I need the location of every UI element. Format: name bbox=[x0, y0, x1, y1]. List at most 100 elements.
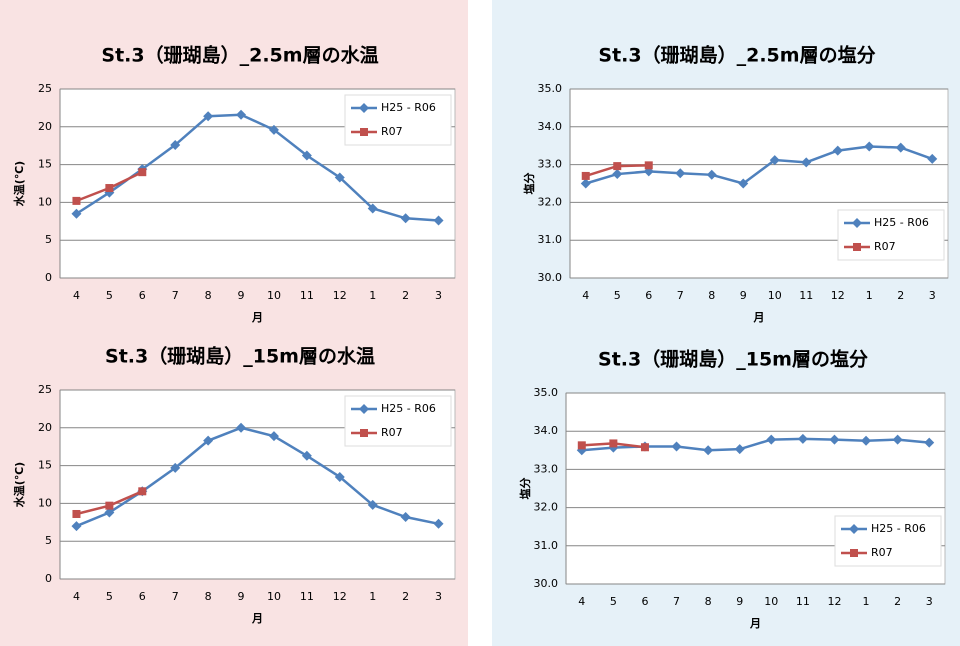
x-tick-label: 10 bbox=[267, 289, 281, 302]
x-tick-label: 1 bbox=[369, 289, 376, 302]
marker bbox=[829, 434, 840, 445]
marker bbox=[580, 178, 591, 189]
x-tick-label: 6 bbox=[139, 289, 146, 302]
x-tick-label: 4 bbox=[582, 289, 589, 302]
legend-marker bbox=[853, 243, 861, 251]
y-tick-label: 35.0 bbox=[534, 386, 559, 399]
x-tick-label: 10 bbox=[764, 595, 778, 608]
y-tick-label: 33.0 bbox=[534, 462, 559, 475]
x-tick-label: 5 bbox=[610, 595, 617, 608]
y-tick-label: 5 bbox=[45, 534, 52, 547]
marker bbox=[170, 139, 181, 150]
marker bbox=[769, 155, 780, 166]
marker bbox=[170, 462, 181, 473]
x-tick-label: 3 bbox=[926, 595, 933, 608]
y-tick-label: 5 bbox=[45, 233, 52, 246]
x-tick-label: 11 bbox=[796, 595, 810, 608]
marker bbox=[400, 512, 411, 523]
y-tick-label: 10 bbox=[38, 195, 52, 208]
y-tick-label: 34.0 bbox=[538, 120, 563, 133]
legend bbox=[344, 94, 452, 146]
x-tick-label: 9 bbox=[740, 289, 747, 302]
y-tick-label: 31.0 bbox=[538, 233, 563, 246]
x-tick-label: 2 bbox=[894, 595, 901, 608]
legend bbox=[344, 395, 452, 447]
legend bbox=[837, 209, 945, 261]
marker bbox=[433, 215, 444, 226]
x-tick-label: 11 bbox=[799, 289, 813, 302]
marker bbox=[400, 213, 411, 224]
x-tick-label: 5 bbox=[106, 289, 113, 302]
y-tick-label: 25 bbox=[38, 82, 52, 95]
y-tick-label: 10 bbox=[38, 496, 52, 509]
x-tick-label: 4 bbox=[578, 595, 585, 608]
marker bbox=[301, 450, 312, 461]
chart-title: St.3（珊瑚島）_15m層の塩分 bbox=[598, 348, 868, 371]
y-tick-label: 0 bbox=[45, 572, 52, 585]
marker bbox=[797, 433, 808, 444]
marker bbox=[924, 437, 935, 448]
legend-marker bbox=[359, 103, 369, 113]
marker bbox=[367, 203, 378, 214]
y-axis-label: 塩分 bbox=[518, 478, 532, 500]
x-tick-label: 12 bbox=[333, 289, 347, 302]
legend-marker bbox=[360, 128, 368, 136]
marker bbox=[738, 178, 749, 189]
marker bbox=[236, 109, 247, 120]
marker bbox=[861, 435, 872, 446]
marker bbox=[71, 208, 82, 219]
x-tick-label: 4 bbox=[73, 590, 80, 603]
y-axis-label: 水温(℃) bbox=[12, 161, 26, 206]
x-tick-label: 1 bbox=[863, 595, 870, 608]
marker bbox=[706, 169, 717, 180]
marker bbox=[892, 434, 903, 445]
x-axis-label: 月 bbox=[251, 612, 263, 625]
legend-label: H25 - R06 bbox=[871, 522, 926, 535]
marker bbox=[268, 431, 279, 442]
marker bbox=[671, 441, 682, 452]
y-tick-label: 31.0 bbox=[534, 539, 559, 552]
legend-marker bbox=[359, 404, 369, 414]
series-line bbox=[585, 145, 933, 185]
x-tick-label: 8 bbox=[705, 595, 712, 608]
chart-title: St.3（珊瑚島）_2.5m層の水温 bbox=[101, 44, 378, 67]
marker bbox=[105, 501, 114, 510]
marker bbox=[640, 443, 649, 452]
legend-marker bbox=[850, 549, 858, 557]
x-tick-label: 6 bbox=[645, 289, 652, 302]
x-tick-label: 11 bbox=[300, 590, 314, 603]
marker bbox=[138, 487, 147, 496]
marker bbox=[301, 150, 312, 161]
legend-label: R07 bbox=[381, 125, 403, 138]
legend-marker bbox=[360, 429, 368, 437]
marker bbox=[895, 142, 906, 153]
legend-label: H25 - R06 bbox=[381, 101, 436, 114]
x-tick-label: 1 bbox=[866, 289, 873, 302]
marker bbox=[71, 521, 82, 532]
chart-title: St.3（珊瑚島）_2.5m層の塩分 bbox=[598, 44, 875, 67]
chart-title: St.3（珊瑚島）_15m層の水温 bbox=[105, 345, 375, 368]
x-tick-label: 10 bbox=[267, 590, 281, 603]
marker bbox=[105, 184, 114, 193]
x-tick-label: 10 bbox=[768, 289, 782, 302]
y-tick-label: 32.0 bbox=[534, 501, 559, 514]
marker bbox=[334, 172, 345, 183]
marker bbox=[675, 168, 686, 179]
legend-marker bbox=[849, 524, 859, 534]
marker bbox=[104, 507, 115, 518]
marker bbox=[734, 444, 745, 455]
legend-marker bbox=[852, 218, 862, 228]
x-tick-label: 6 bbox=[139, 590, 146, 603]
marker bbox=[581, 171, 590, 180]
y-tick-label: 0 bbox=[45, 271, 52, 284]
x-tick-label: 11 bbox=[300, 289, 314, 302]
x-tick-label: 7 bbox=[172, 289, 179, 302]
y-tick-label: 32.0 bbox=[538, 195, 563, 208]
x-tick-label: 3 bbox=[435, 289, 442, 302]
marker bbox=[927, 153, 938, 164]
legend-label: R07 bbox=[871, 546, 893, 559]
y-tick-label: 30.0 bbox=[534, 577, 559, 590]
marker bbox=[268, 124, 279, 135]
marker bbox=[577, 441, 586, 450]
